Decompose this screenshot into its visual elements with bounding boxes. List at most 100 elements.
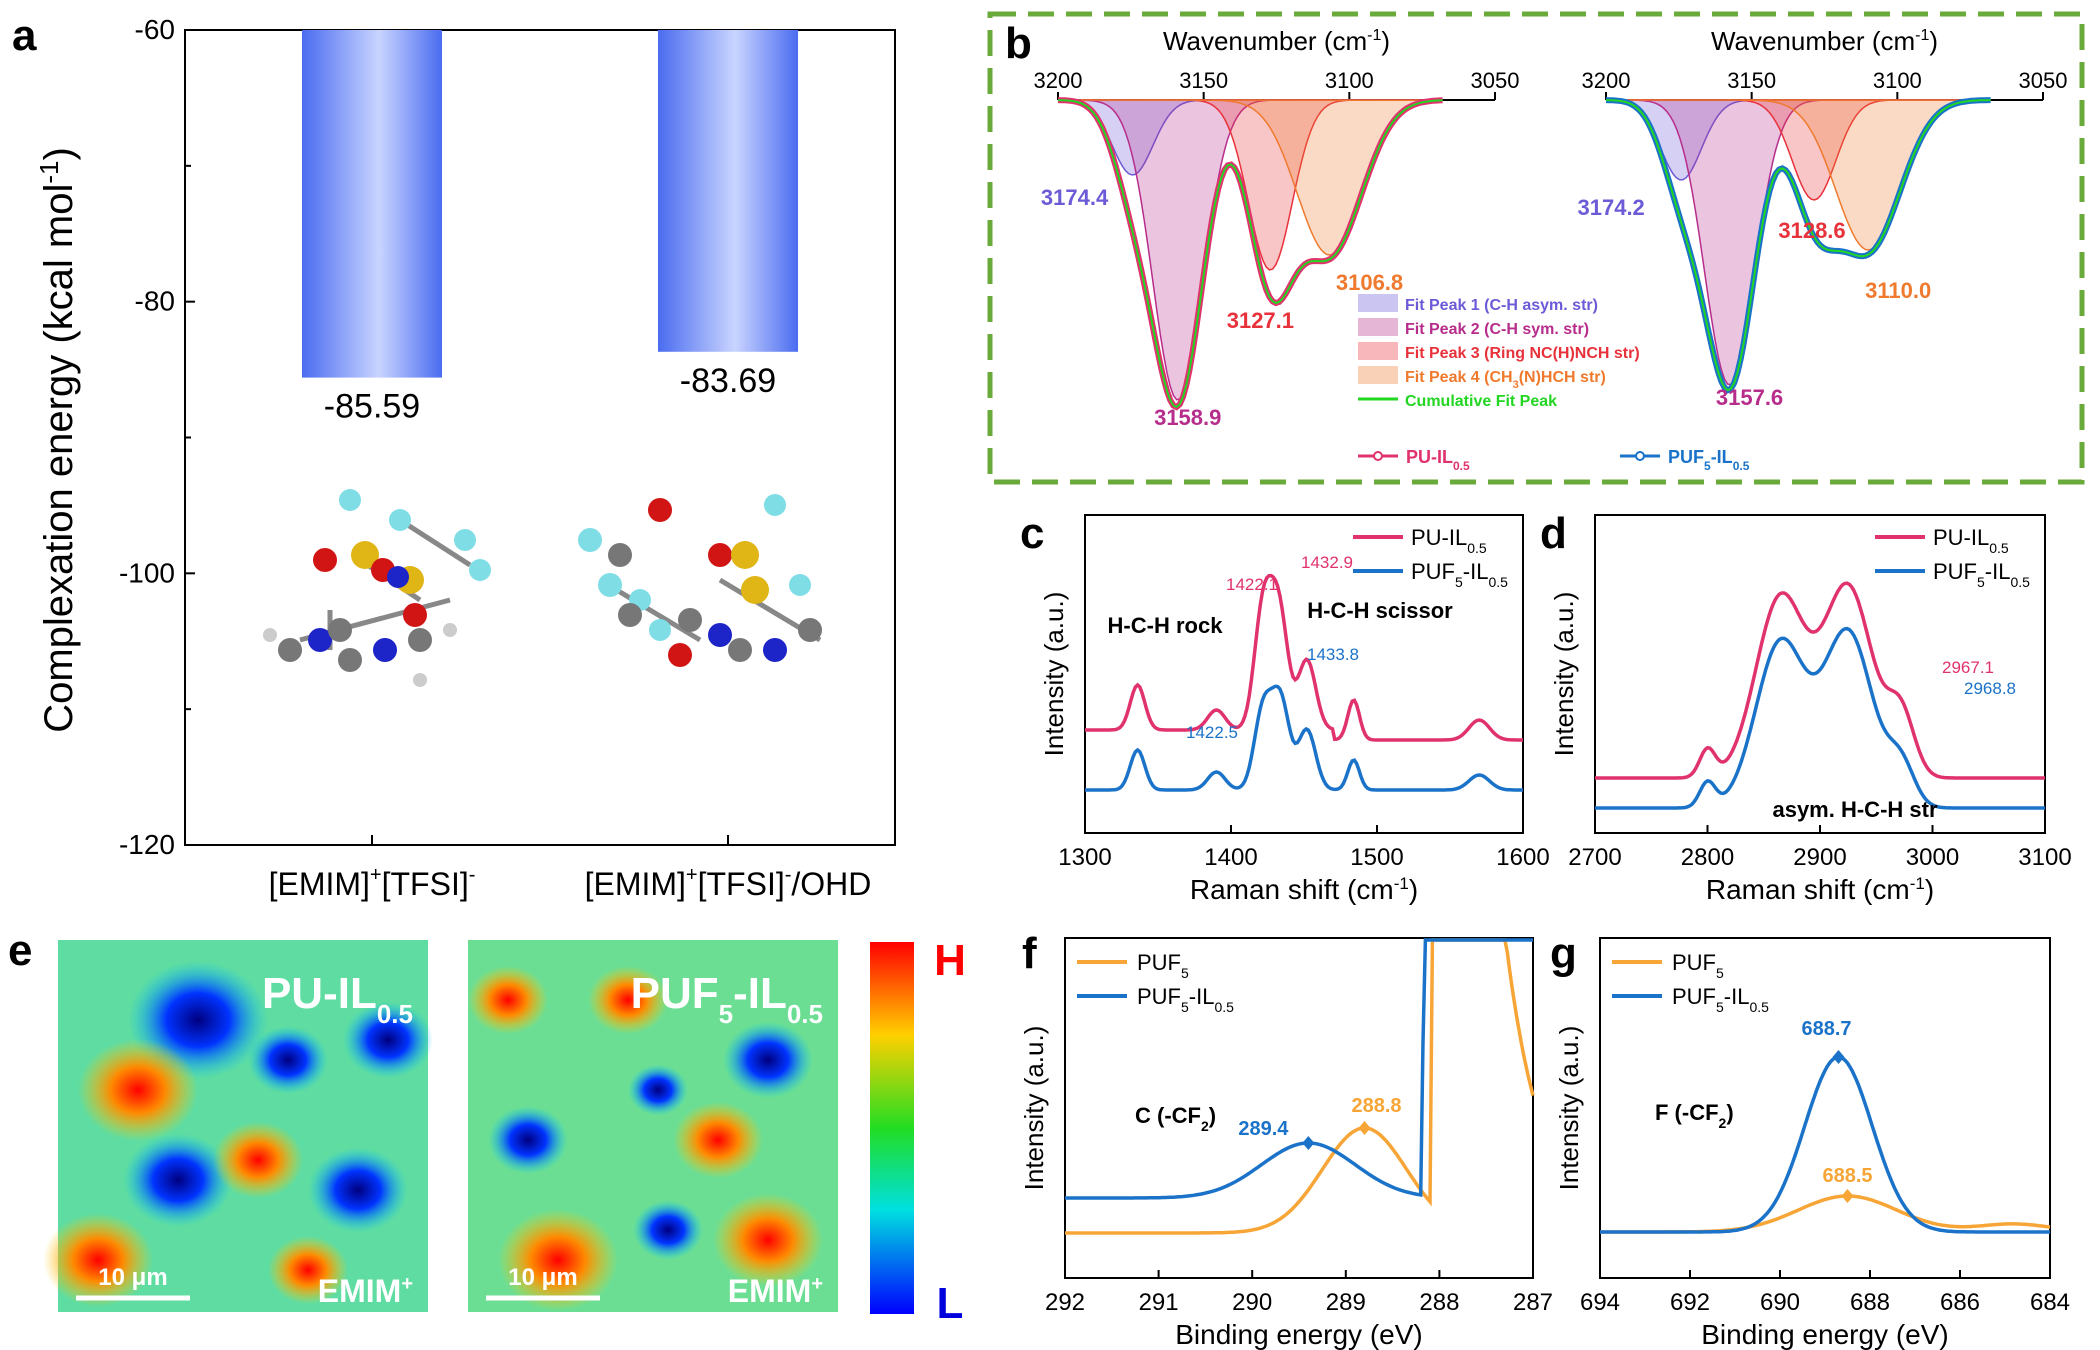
panel-f-axes (1064, 937, 1534, 1279)
panel-b-xtick-label: 3150 (1727, 68, 1776, 93)
colorbar (870, 942, 914, 1314)
panel-g-axes (1599, 937, 2051, 1279)
xlabel: Binding energy (eV) (1701, 1319, 1948, 1350)
legend-entry-0: PU-IL0.5 (1933, 525, 2009, 556)
xtick-label: 1300 (1058, 844, 1111, 871)
xtick-label: 694 (1580, 1289, 1620, 1316)
legend-swatch (1358, 366, 1398, 384)
annotation: F (-CF2) (1655, 1100, 1734, 1131)
annotation: C (-CF2) (1135, 1103, 1216, 1134)
annotation-1: 2968.8 (1964, 679, 2016, 698)
peak-marker-1 (1841, 1188, 1854, 1203)
peak-label-1: 289.4 (1238, 1118, 1289, 1140)
panel-b-xtick-label: 3200 (1582, 68, 1631, 93)
molecule-emim-tfsi-ohd (578, 494, 822, 667)
xtick-label: 291 (1139, 1289, 1179, 1316)
xtick-label: 3000 (1906, 844, 1959, 871)
category-label-0: [EMIM]+[TFSI]- (269, 864, 476, 902)
panel-b-subplot-1: 3200 3150 3100 3050 Wavenumber (cm-1) 3174.2 3… (1578, 26, 2068, 410)
annotation-3: 1422.5 (1186, 723, 1238, 742)
panel-b-xlabel: Wavenumber (cm-1) (1163, 26, 1390, 56)
bar-value-label-0: -85.59 (324, 388, 420, 426)
map-blob (268, 1236, 348, 1304)
xps-series-1 (1600, 1055, 2050, 1234)
xps-series-0 (1065, 938, 1535, 1235)
molecule-emim-tfsi (263, 489, 491, 687)
raman-series-1 (1085, 684, 1523, 792)
map-blob (628, 1064, 688, 1116)
bar-0 (302, 30, 442, 378)
map-blob (123, 1133, 233, 1227)
xtick-label: 287 (1513, 1289, 1553, 1316)
legend-entry-0: PUF5 (1672, 950, 1724, 981)
panel-b-legend: Fit Peak 1 (C-H asym. str) Fit Peak 2 (C-… (1358, 294, 1750, 473)
peak-label-3: 3127.1 (1227, 308, 1294, 333)
sample-legend-marker (1373, 451, 1383, 461)
panel-label-f: f (1022, 929, 1037, 978)
legend-entry-0: Fit Peak 1 (C-H asym. str) (1405, 297, 1598, 314)
peak-label-1: 3174.4 (1041, 185, 1109, 210)
xtick-label: 292 (1045, 1289, 1085, 1316)
panel-a-ylabel: Complexation energy (kcal mol-1) (34, 147, 81, 733)
legend-entry-4: Cumulative Fit Peak (1405, 393, 1557, 410)
peak-label-1: 688.5 (1822, 1165, 1872, 1187)
map-blob (213, 1121, 303, 1199)
xtick-label: 1500 (1350, 844, 1403, 871)
panel-label-b: b (1005, 19, 1032, 68)
map-blob (713, 1193, 823, 1287)
raman-series-0 (1085, 573, 1523, 742)
peak-marker-0 (1358, 1121, 1371, 1135)
ylabel: Intensity (a.u.) (1019, 1026, 1049, 1191)
ylabel: Intensity (a.u.) (1039, 592, 1069, 757)
xtick-label: 289 (1326, 1289, 1366, 1316)
xps-series-1 (1065, 938, 1533, 1200)
xtick-label: 684 (2030, 1289, 2070, 1316)
panel-b: b 3200 3150 3100 3050 Wavenumber (cm-1) 3174.… (987, 11, 2085, 485)
legend-entry-3: Fit Peak 4 (CH3(N)HCH str) (1405, 369, 1606, 391)
panel-g: g 694 692 690 688 686 684 Binding energy (eV) I… (1550, 929, 2070, 1350)
ylabel: Intensity (a.u.) (1549, 592, 1579, 757)
panel-b-subplot-0: 3200 3150 3100 3050 Wavenumber (cm-1) 3174.4 3… (1034, 26, 1520, 430)
panel-c-axes (1084, 514, 1524, 834)
legend-swatch (1358, 294, 1398, 312)
panel-b-xtick-label: 3200 (1034, 68, 1083, 93)
peak-label-0: 688.7 (1801, 1018, 1851, 1040)
xtick-label: 290 (1232, 1289, 1272, 1316)
sample-legend-1: PUF5-IL0.5 (1668, 447, 1750, 473)
annotation-5: H-C-H scissor (1307, 598, 1453, 623)
panel-b-xtick-label: 3100 (1873, 68, 1922, 93)
panel-d: d 2700 2800 2900 3000 3100 Raman shift (cm-1)… (1540, 509, 2072, 905)
category-label-1: [EMIM]+[TFSI]-/OHD (585, 864, 872, 902)
xtick-label: 686 (1940, 1289, 1980, 1316)
peak-label-3: 3128.6 (1778, 218, 1845, 243)
map-blob (633, 1200, 703, 1260)
peak-label-0: 288.8 (1351, 1095, 1401, 1117)
map-blob (78, 1039, 198, 1141)
map-blob (308, 1147, 408, 1233)
bar-1 (658, 30, 798, 352)
map-title-1: PUF5-IL0.5 (631, 969, 823, 1029)
xtick-label: 690 (1760, 1289, 1800, 1316)
legend-entry-1: Fit Peak 2 (C-H sym. str) (1405, 321, 1589, 338)
legend-entry-0: PUF5 (1137, 950, 1189, 981)
map-blob (588, 966, 668, 1034)
xlabel: Binding energy (eV) (1175, 1319, 1422, 1350)
panel-label-c: c (1020, 509, 1044, 558)
raman-series-0 (1595, 581, 2045, 780)
xtick-label: 3100 (2018, 844, 2071, 871)
map-blob (488, 1106, 568, 1174)
map-tile-0: PU-IL0.5 10 μm EMIM+ (43, 940, 433, 1312)
map-blob (43, 1213, 153, 1307)
map-blob (498, 1209, 618, 1311)
panel-c: c 1300 1400 1500 1600 Raman shift (cm-1) Inte… (1020, 509, 1550, 905)
colorbar-low-label: L (937, 1279, 964, 1328)
sample-legend-marker (1635, 451, 1645, 461)
map-blob (723, 1021, 813, 1099)
panel-label-a: a (12, 11, 37, 60)
map-blob (673, 1101, 763, 1179)
ion-label: EMIM+ (318, 1273, 413, 1309)
xlabel: Raman shift (cm-1) (1706, 874, 1934, 905)
panel-a-ytick-label: -100 (119, 557, 175, 588)
panel-b-xtick-label: 3100 (1325, 68, 1374, 93)
